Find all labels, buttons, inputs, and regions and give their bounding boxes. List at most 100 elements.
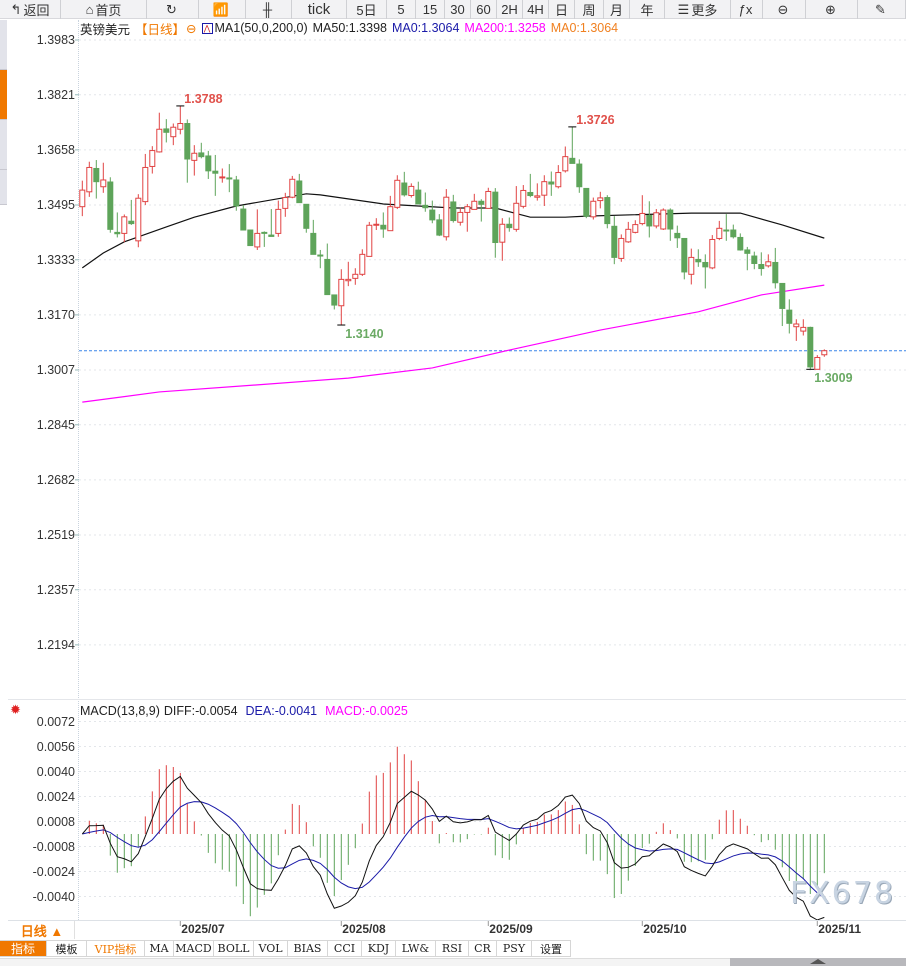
indicator-tab[interactable]: MA: [145, 940, 174, 957]
macd-macd: MACD:-0.0025: [325, 704, 408, 718]
toolbar-更多-button[interactable]: ☰ 更多: [665, 0, 731, 19]
candle-down: [674, 232, 681, 239]
candle-down: [506, 223, 513, 229]
candle-down: [772, 261, 779, 284]
candle-down: [744, 249, 751, 254]
candle-up: [275, 208, 282, 234]
candle-up: [359, 253, 366, 275]
candle-up: [338, 278, 345, 307]
price-axis-label: 1.3007: [36, 362, 75, 377]
toolbar-首页-button[interactable]: ⌂ 首页: [61, 0, 147, 19]
candle-up: [541, 181, 548, 196]
indicator-tab[interactable]: PSY: [497, 940, 532, 957]
indicator-tab[interactable]: VOL: [254, 940, 288, 957]
candle-up: [149, 150, 156, 167]
ma0-value-2: MA0:1.3064: [550, 21, 619, 35]
indicator-tab[interactable]: 指标: [0, 940, 47, 957]
candle-down: [226, 177, 233, 180]
macd-axis-label: -0.0008: [32, 839, 75, 854]
ma-settings[interactable]: MA1(50,0,200,0): [214, 21, 308, 35]
candle-up: [177, 123, 184, 130]
toolbar-5-button[interactable]: 5: [387, 0, 416, 19]
macd-settings-icon[interactable]: ✹: [10, 702, 21, 717]
candle-down: [184, 123, 191, 160]
candle-down: [268, 234, 275, 237]
toolbar-2H-button[interactable]: 2H: [497, 0, 523, 19]
period-tag: 【日线】: [135, 22, 186, 37]
candle-up: [821, 350, 828, 356]
candle-down: [527, 191, 534, 197]
candlestick-icon: ╫: [262, 2, 273, 17]
candle-up: [345, 278, 352, 282]
chart-type-button[interactable]: 📶: [199, 0, 246, 19]
fx-formula-button[interactable]: ƒx: [731, 0, 763, 19]
price-axis-label: 1.2519: [36, 527, 75, 542]
candle-down: [604, 197, 611, 225]
indicator-tab[interactable]: CCI: [328, 940, 362, 957]
toolbar-60-button[interactable]: 60: [471, 0, 497, 19]
toolbar-label: 5: [397, 2, 405, 17]
candle-down: [450, 201, 457, 222]
candle-down: [436, 219, 443, 236]
toolbar-年-button[interactable]: 年: [630, 0, 665, 19]
toolbar-5日-button[interactable]: 5日: [347, 0, 387, 19]
candle-up: [709, 238, 716, 269]
indicator-tab[interactable]: LW&: [396, 940, 436, 957]
candle-down: [317, 254, 324, 257]
ma-settings-icon[interactable]: ⋀: [201, 22, 213, 34]
candle-down: [779, 282, 786, 309]
macd-params: MACD(13,8,9): [80, 704, 160, 718]
indicator-tab[interactable]: MACD: [174, 940, 214, 957]
side-tab[interactable]: [0, 170, 7, 205]
candle-down: [331, 294, 338, 306]
toolbar-返回-button[interactable]: ↰ 返回: [0, 0, 61, 19]
symbol-name: 英镑美元: [80, 22, 131, 37]
price-axis-label: 1.2682: [36, 472, 75, 487]
indicator-tab[interactable]: RSI: [436, 940, 469, 957]
side-tab[interactable]: [0, 20, 7, 70]
toolbar-15-button[interactable]: 15: [416, 0, 445, 19]
macd-axis-label: 0.0024: [36, 789, 75, 804]
zoom-out-button[interactable]: ⊖: [763, 0, 806, 19]
lock-icon[interactable]: ⊖: [186, 21, 197, 36]
candle-down: [205, 155, 212, 172]
toolbar-日-button[interactable]: 日: [549, 0, 575, 19]
toolbar-30-button[interactable]: 30: [445, 0, 471, 19]
zoom-in-icon: ⊕: [825, 1, 836, 17]
macd-diff: DIFF:-0.0054: [163, 704, 238, 718]
indicator-tab[interactable]: KDJ: [362, 940, 396, 957]
toolbar-tick-button[interactable]: tick: [292, 0, 347, 19]
period-selector[interactable]: 日线 ▲: [10, 921, 75, 939]
toolbar-周-button[interactable]: 周: [575, 0, 604, 19]
refresh-button[interactable]: ↻: [147, 0, 199, 19]
date-axis-label: 2025/08: [342, 922, 386, 936]
toolbar-月-button[interactable]: 月: [604, 0, 630, 19]
candle-down: [114, 231, 121, 235]
scrollbar-thumb[interactable]: [730, 958, 906, 966]
ma50-value: MA50:1.3398: [312, 21, 387, 35]
ma200-line: [82, 284, 825, 403]
candle-up: [597, 197, 604, 202]
side-tab-active[interactable]: [0, 70, 7, 120]
candle-down: [422, 204, 429, 209]
candle-down: [807, 326, 814, 368]
side-tab[interactable]: [0, 120, 7, 170]
indicator-tab[interactable]: 模板: [47, 940, 87, 957]
indicator-tab[interactable]: BOLL: [214, 940, 254, 957]
dea-line: [82, 801, 825, 899]
toolbar-label: 首页: [95, 3, 122, 18]
ma0-value: MA0:1.3064: [391, 21, 460, 35]
price-axis-label: 1.3170: [36, 307, 75, 322]
indicator-tab[interactable]: 设置: [532, 940, 571, 957]
toolbar-4H-button[interactable]: 4H: [523, 0, 549, 19]
indicator-tab[interactable]: BIAS: [288, 940, 328, 957]
horizontal-scrollbar[interactable]: [0, 958, 906, 966]
indicator-tab[interactable]: VIP指标: [87, 940, 145, 957]
zoom-in-button[interactable]: ⊕: [806, 0, 858, 19]
candle-up: [800, 326, 807, 332]
candle-up: [520, 189, 527, 207]
indicator-tab[interactable]: CR: [469, 940, 497, 957]
macd-axis-label: -0.0024: [32, 864, 75, 879]
candlestick-button[interactable]: ╫: [246, 0, 292, 19]
